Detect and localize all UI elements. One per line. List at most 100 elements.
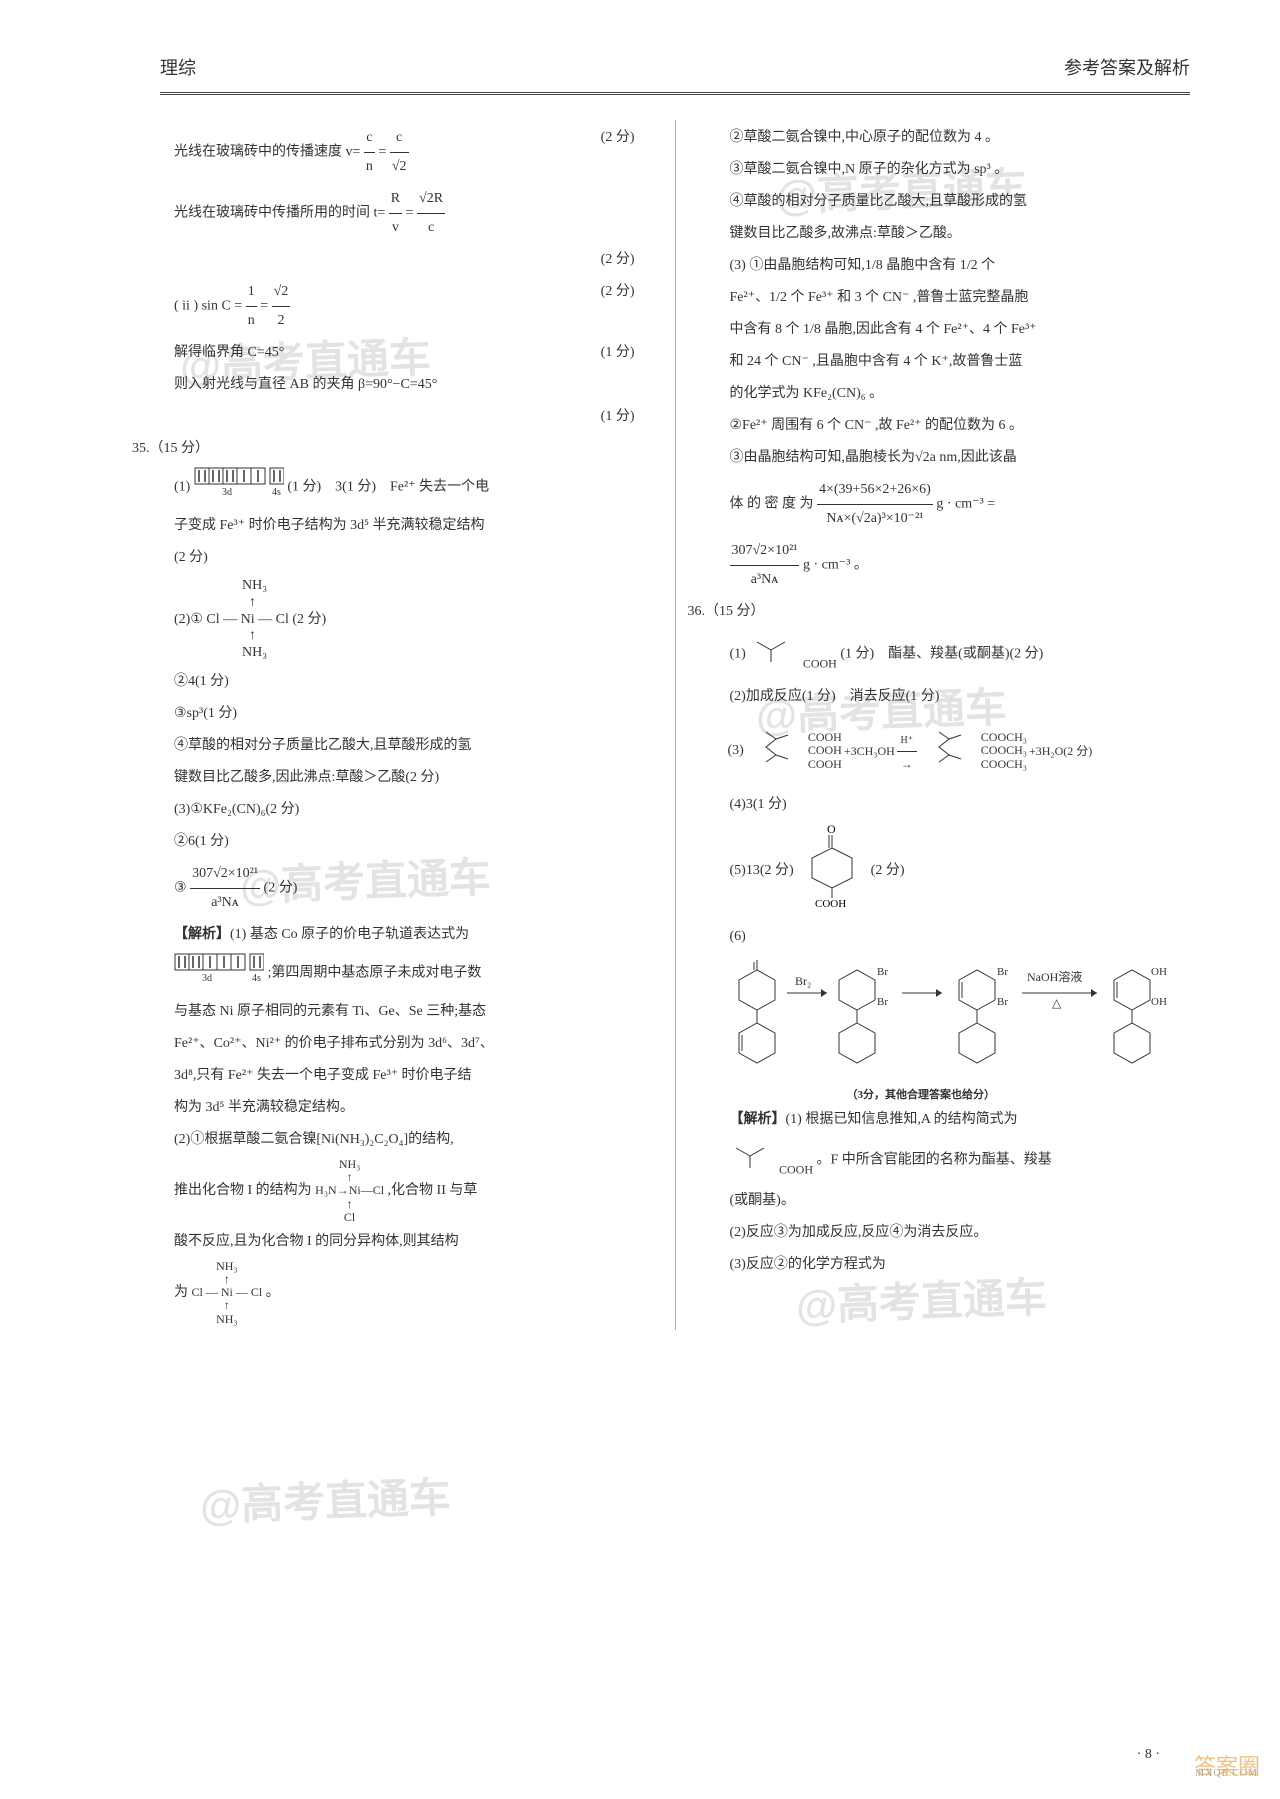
page-header: 理综 参考答案及解析 xyxy=(160,50,1190,95)
fraction: Rv xyxy=(389,185,402,242)
reaction-scheme: Br₂ Br Br xyxy=(716,955,1191,1102)
score: (2 分) xyxy=(601,124,635,152)
watermark: @高考直通车 xyxy=(199,1456,453,1549)
svg-text:NaOH溶液: NaOH溶液 xyxy=(1027,969,1082,984)
header-left: 理综 xyxy=(160,50,196,86)
text-line: ②草酸二氨合镍中,中心原子的配位数为 4 。 xyxy=(716,124,1191,152)
fraction: 307√2×10²¹a³Nᴀ xyxy=(730,537,800,594)
svg-text:Br: Br xyxy=(877,996,888,1008)
text: 光线在玻璃砖中的传播速度 v= xyxy=(174,145,360,160)
text-line: ( ii ) sin C = 1n = √22 (2 分) xyxy=(160,278,635,335)
text-line: (1) xyxy=(160,467,635,508)
text-line: COOH 。F 中所含官能团的名称为酯基、羧基 xyxy=(716,1138,1191,1183)
text-line: ③由晶胞结构可知,晶胞棱长为√2a nm,因此该晶 xyxy=(716,444,1191,472)
left-column: @高考直通车 @高考直通车 @高考直通车 光线在玻璃砖中的传播速度 v= cn … xyxy=(160,120,635,1330)
text-line: 307√2×10²¹a³Nᴀ g · cm⁻³ 。 xyxy=(716,537,1191,594)
text-line: Fe²⁺、1/2 个 Fe³⁺ 和 3 个 CN⁻ ,普鲁士蓝完整晶胞 xyxy=(716,284,1191,312)
score: (1 分) xyxy=(601,403,635,431)
svg-text:Br: Br xyxy=(877,966,888,978)
text-line: (3)反应②的化学方程式为 xyxy=(716,1251,1191,1279)
text-line: (6) xyxy=(716,923,1191,951)
text-line: 【解析】(1) 根据已知信息推知,A 的结构简式为 xyxy=(716,1106,1191,1134)
text-line: ②Fe²⁺ 周围有 6 个 CN⁻ ,故 Fe²⁺ 的配位数为 6 。 xyxy=(716,412,1191,440)
text-line: 解得临界角 C=45° (1 分) xyxy=(160,339,635,367)
text-line: (1) COOH (1 分) 酯基、羧基(或酮基)(2 分) xyxy=(716,630,1191,679)
fraction: √2Rc xyxy=(417,185,445,242)
structure-diagram: NH₃↑ Cl — Ni — Cl↑ NH₃ xyxy=(192,1260,263,1326)
score: (1 分) xyxy=(601,339,635,367)
svg-text:Br: Br xyxy=(997,966,1008,978)
label: O xyxy=(827,823,836,836)
text-line: 为 NH₃↑ Cl — Ni — Cl↑ NH₃ 。 xyxy=(160,1260,635,1326)
scheme-note: （3分，其他合理答案也给分） xyxy=(847,1089,1191,1102)
text-line: ④草酸的相对分子质量比乙酸大,且草酸形成的氢 xyxy=(160,732,635,760)
svg-text:△: △ xyxy=(1052,996,1062,1010)
text-line: 键数目比乙酸多,故沸点:草酸＞乙酸。 xyxy=(716,220,1191,248)
svg-text:4s: 4s xyxy=(252,973,261,983)
text-line: (5)13(2 分) O COOH (2 分) xyxy=(716,823,1191,919)
text-line: 推出化合物 I 的结构为 NH₃↑ H₃N→Ni—Cl↑ Cl ,化合物 II … xyxy=(160,1158,635,1224)
svg-text:Br₂: Br₂ xyxy=(795,974,811,988)
text-line: ③ 307√2×10²¹a³Nᴀ (2 分) xyxy=(160,860,635,917)
fraction: c√2 xyxy=(390,124,409,181)
svg-text:Br: Br xyxy=(997,996,1008,1008)
text-line: (2)反应③为加成反应,反应④为消去反应。 xyxy=(716,1219,1191,1247)
orbital-diagram-icon: 3d 4s xyxy=(194,467,284,508)
text-line: 3d⁸,只有 Fe²⁺ 失去一个电子变成 Fe³⁺ 时价电子结 xyxy=(160,1062,635,1090)
text-line: (2)加成反应(1 分) 消去反应(1 分) xyxy=(716,683,1191,711)
text-line: 和 24 个 CN⁻ ,且晶胞中含有 4 个 K⁺,故普鲁士蓝 xyxy=(716,348,1191,376)
text-line: 与基态 Ni 原子相同的元素有 Ti、Ge、Se 三种;基态 xyxy=(160,998,635,1026)
molecule-icon xyxy=(919,717,979,785)
orbital-diagram-icon: 3d 4s xyxy=(174,953,264,994)
structure-diagram: NH₃ ↑ (2)① Cl — Ni — Cl (2 分) ↑ NH₃ xyxy=(160,578,635,662)
text-line: (2)①根据草酸二氨合镍[Ni(NH₃)₂C₂O₄]的结构, xyxy=(160,1126,635,1154)
right-column: @高考直通车 @高考直通车 @高考直通车 ②草酸二氨合镍中,中心原子的配位数为 … xyxy=(716,120,1191,1330)
analysis-label: 【解析】 xyxy=(730,1112,786,1127)
reaction-equation: (3) COOH COOH COOH +3CH₃OH xyxy=(716,717,1191,785)
label: COOH xyxy=(815,898,846,908)
text-line: 则入射光线与直径 AB 的夹角 β=90°−C=45° xyxy=(160,371,635,399)
fraction: √22 xyxy=(272,278,291,335)
fraction: 307√2×10²¹a³Nᴀ xyxy=(190,860,260,917)
question-head: 36.（15 分） xyxy=(688,598,1191,626)
text-line: (2 分) xyxy=(160,544,635,572)
corner-sub: MXQE.COM xyxy=(1195,1764,1258,1784)
svg-text:OH: OH xyxy=(1151,996,1167,1008)
score: (2 分) xyxy=(601,278,635,306)
text-line: (或酮基)。 xyxy=(716,1187,1191,1215)
analysis-label: 【解析】 xyxy=(174,927,230,942)
fraction: 4×(39+56×2+26×6)Nᴀ×(√2a)³×10⁻²¹ xyxy=(817,476,933,533)
column-divider xyxy=(675,120,676,1330)
text-line: ③sp³(1 分) xyxy=(160,700,635,728)
text-line: ③草酸二氨合镍中,N 原子的杂化方式为 sp³ 。 xyxy=(716,156,1191,184)
text-line: ④草酸的相对分子质量比乙酸大,且草酸形成的氢 xyxy=(716,188,1191,216)
text-line: (3) ①由晶胞结构可知,1/8 晶胞中含有 1/2 个 xyxy=(716,252,1191,280)
text-line: Fe²⁺、Co²⁺、Ni²⁺ 的价电子排布式分别为 3d⁶、3d⁷、 xyxy=(160,1030,635,1058)
text-line: 子变成 Fe³⁺ 时价电子结构为 3d⁵ 半充满较稳定结构 xyxy=(160,512,635,540)
header-right: 参考答案及解析 xyxy=(1064,50,1190,86)
page-number: · 8 · xyxy=(1137,1741,1160,1769)
svg-text:OH: OH xyxy=(1151,966,1167,978)
orbital-label: 4s xyxy=(272,487,281,497)
text-line: 【解析】(1) 基态 Co 原子的价电子轨道表达式为 xyxy=(160,921,635,949)
text-line: 光线在玻璃砖中传播所用的时间 t= Rv = √2Rc xyxy=(160,185,635,242)
orbital-label: 3d xyxy=(222,487,232,497)
score: (2 分) xyxy=(601,246,635,274)
text-line: 键数目比乙酸多,因此沸点:草酸＞乙酸(2 分) xyxy=(160,764,635,792)
text-line: ②6(1 分) xyxy=(160,828,635,856)
text-line: 构为 3d⁵ 半充满较稳定结构。 xyxy=(160,1094,635,1122)
text-line: 的化学式为 KFe₂(CN)₆ 。 xyxy=(716,380,1191,408)
text-line: 酸不反应,且为化合物 I 的同分异构体,则其结构 xyxy=(160,1228,635,1256)
text-line: 中含有 8 个 1/8 晶胞,因此含有 4 个 Fe²⁺、4 个 Fe³⁺ xyxy=(716,316,1191,344)
molecule-icon xyxy=(746,717,806,785)
text-line: ②4(1 分) xyxy=(160,668,635,696)
structure-diagram: NH₃↑ H₃N→Ni—Cl↑ Cl xyxy=(315,1158,384,1224)
structure-icon xyxy=(730,1138,776,1183)
fraction: 1n xyxy=(246,278,257,335)
reaction-scheme-svg: Br₂ Br Br xyxy=(727,955,1167,1085)
text-line: (3)①KFe₂(CN)₆(2 分) xyxy=(160,796,635,824)
page: 理综 参考答案及解析 @高考直通车 @高考直通车 @高考直通车 光线在玻璃砖中的… xyxy=(0,0,1280,1799)
structure-icon xyxy=(749,630,799,679)
fraction: cn xyxy=(364,124,375,181)
cyclohexane-icon: O COOH xyxy=(797,823,867,919)
